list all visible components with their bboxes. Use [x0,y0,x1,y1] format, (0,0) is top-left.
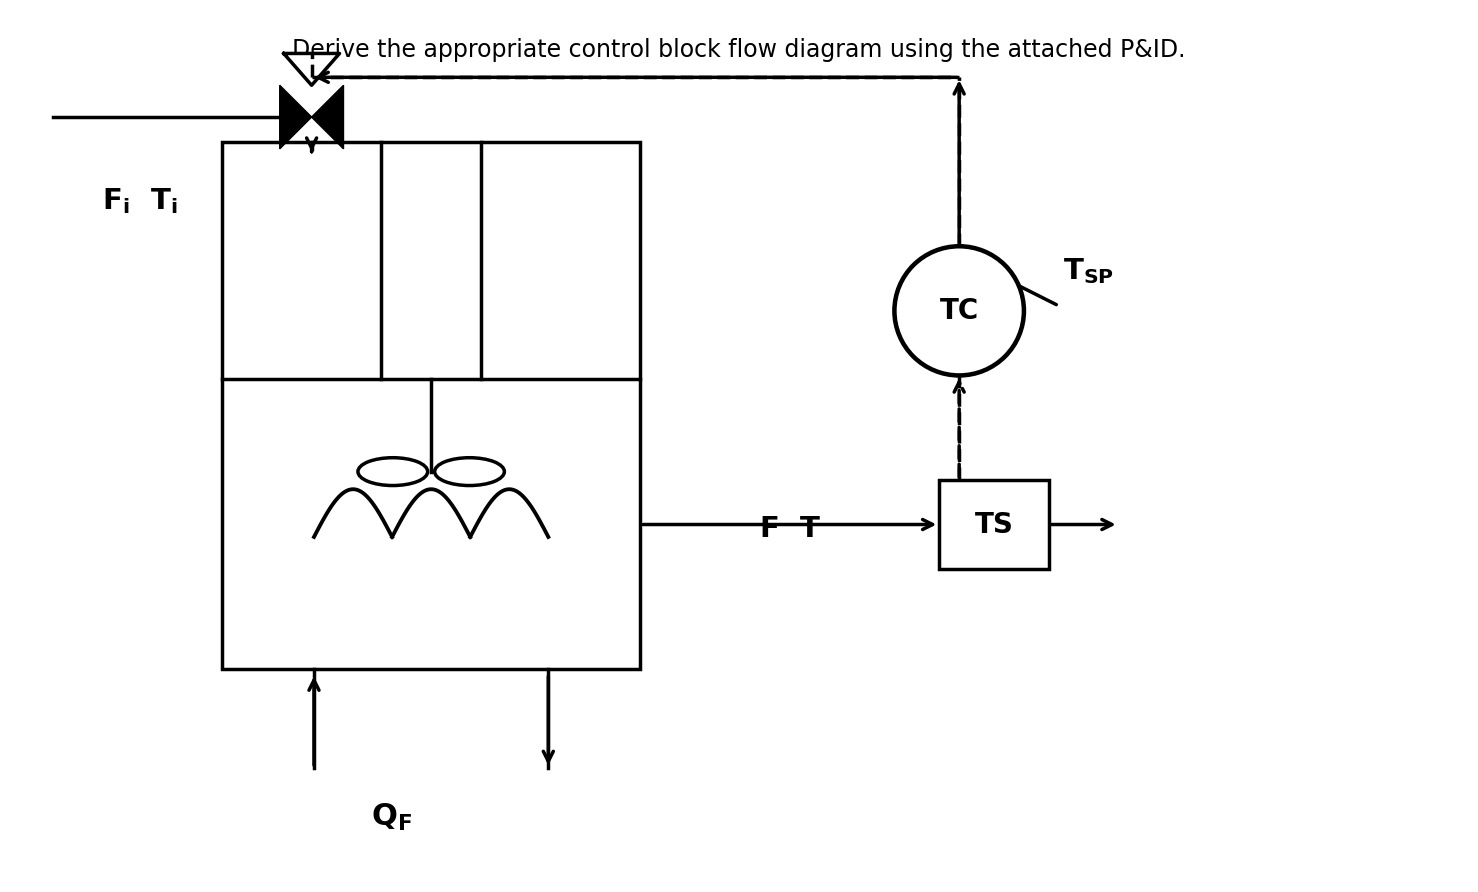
Polygon shape [279,86,312,149]
Ellipse shape [435,458,504,485]
Circle shape [894,246,1024,376]
Polygon shape [284,54,340,86]
Text: $\mathbf{F}$  $\mathbf{T}$: $\mathbf{F}$ $\mathbf{T}$ [758,516,820,543]
Ellipse shape [358,458,427,485]
Text: $\mathbf{Q_F}$: $\mathbf{Q_F}$ [371,802,412,833]
Bar [222,142,640,669]
Text: Derive the appropriate control block flow diagram using the attached P&ID.: Derive the appropriate control block flo… [293,37,1185,62]
Text: TC: TC [940,297,978,325]
Text: $\mathbf{T_{SP}}$: $\mathbf{T_{SP}}$ [1063,256,1114,286]
Text: TS: TS [974,510,1014,539]
Polygon shape [312,86,343,149]
Text: $\mathbf{F_i}$  $\mathbf{T_i}$: $\mathbf{F_i}$ $\mathbf{T_i}$ [102,186,179,217]
Bar [939,480,1049,569]
